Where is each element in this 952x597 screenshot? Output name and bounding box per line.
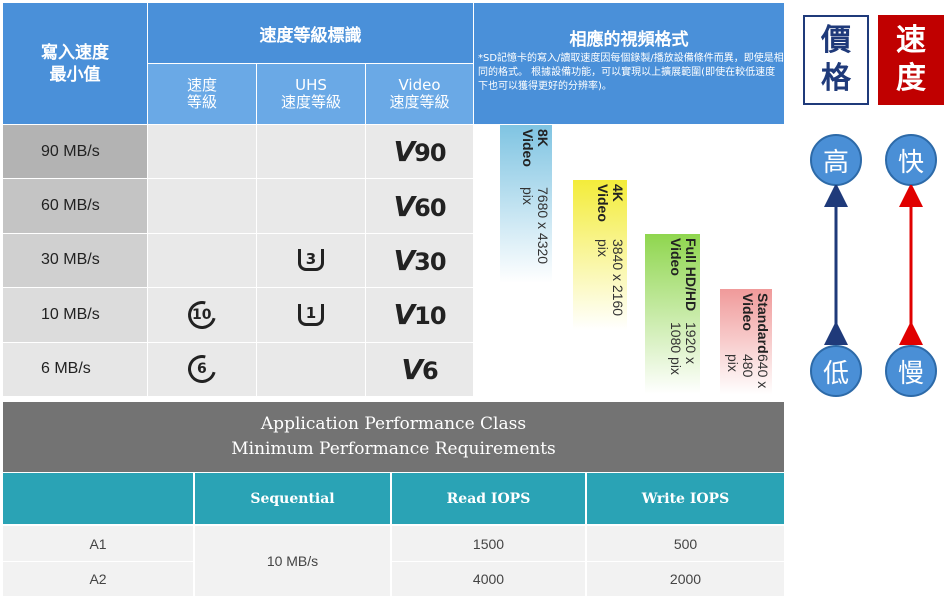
header-write-min: 寫入速度 最小值 [3,3,147,124]
app-row-a1-read: 1500 [392,526,585,561]
video-class-cell: V10 [366,288,473,342]
video-format-res: 3840 x 2160 pix [595,238,626,317]
video-speed-badge-icon: V60 [393,189,446,223]
speed-class-badge-icon: 6 [182,350,222,389]
uhs-speed-badge-icon: 1 [298,303,324,326]
price-label-box: 價 格 [803,15,869,105]
app-perf-title: Application Performance Class Minimum Pe… [3,402,784,472]
sub-header-speed: 速度 等級 [148,64,256,124]
app-col-name [3,473,193,524]
speed-class-cell: 10 [148,288,256,342]
uhs-class-cell: 3 [257,233,365,288]
video-speed-badge-icon: V90 [393,135,446,169]
sub-header-video: Video 速度等級 [366,64,473,124]
app-col-sequential: Sequential [195,473,390,524]
speed-slow-circle: 慢 [885,345,937,397]
app-col-read: Read IOPS [392,473,585,524]
app-perf-title-line1: Application Performance Class [260,414,527,434]
legend-arrows [824,185,923,345]
video-format-name: Full HD/HD Video [668,238,699,312]
uhs-speed-badge-icon: 3 [298,249,324,272]
video-format-name: 4K Video [595,184,626,222]
video-format-name: Standard Video [740,293,771,354]
video-class-cell: V6 [366,342,473,396]
video-format-name: 8K Video [520,129,551,167]
video-format-standard: Standard Video 640 x 480 pix [720,289,772,395]
video-format-8k: 8K Video 7680 x 4320 pix [500,125,552,283]
uhs-class-cell [257,179,365,233]
video-speed-badge-icon: V6 [401,352,438,386]
video-speed-badge-icon: V10 [393,298,446,332]
speed-class-cell: 6 [148,342,256,396]
speed-fast-circle: 快 [885,134,937,186]
video-format-fullhd: Full HD/HD Video 1920 x 1080 pix [645,234,700,394]
speed-class-cell [148,179,256,233]
video-format-res: 7680 x 4320 pix [520,186,551,265]
video-class-cell: V60 [366,179,473,233]
price-low-circle: 低 [810,345,862,397]
video-class-cell: V30 [366,233,473,288]
speed-class-cell [148,233,256,288]
uhs-class-cell [257,342,365,396]
video-speed-badge-icon: V30 [393,243,446,277]
header-speed-class-group: 速度等級標識 [148,3,473,63]
uhs-class-cell [257,125,365,179]
app-row-a2-write: 2000 [587,562,784,596]
speed-value-cell: 90 MB/s [3,125,147,179]
speed-class-cell [148,125,256,179]
price-high-circle: 高 [810,134,862,186]
speed-label-box: 速 度 [878,15,944,105]
speed-value-cell: 6 MB/s [3,342,147,396]
header-video-formats: 相應的視頻格式 [474,3,784,124]
app-row-a1-write: 500 [587,526,784,561]
sub-header-uhs: UHS 速度等級 [257,64,365,124]
app-col-write: Write IOPS [587,473,784,524]
app-row-a1-name: A1 [3,526,193,561]
uhs-class-cell: 1 [257,288,365,342]
video-format-4k: 4K Video 3840 x 2160 pix [573,180,627,330]
video-format-res: 640 x 480 pix [725,353,771,388]
app-row-a2-read: 4000 [392,562,585,596]
speed-value-cell: 10 MB/s [3,288,147,342]
speed-value-cell: 60 MB/s [3,179,147,233]
video-note: *SD記憶卡的寫入/讀取速度因每個錄製/播放設備條件而異，即使是相同的格式。 根… [478,53,784,92]
video-class-cell: V90 [366,125,473,179]
app-sequential-value: 10 MB/s [195,526,390,596]
speed-class-badge-icon: 10 [182,295,222,334]
speed-value-cell: 30 MB/s [3,233,147,288]
app-perf-title-line2: Minimum Performance Requirements [231,439,556,459]
video-format-res: 1920 x 1080 pix [668,321,699,375]
app-row-a2-name: A2 [3,562,193,596]
